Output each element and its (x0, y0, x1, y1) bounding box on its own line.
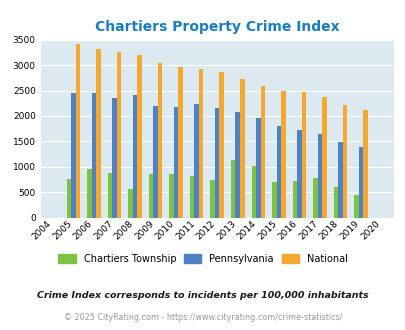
Bar (358, 147, 362, 218)
Bar (194, 104, 198, 218)
Bar (128, 189, 132, 218)
Bar (96, 49, 100, 218)
Bar (107, 173, 112, 218)
Bar (235, 112, 239, 218)
Bar (219, 72, 224, 218)
Bar (260, 86, 264, 218)
Text: © 2025 CityRating.com - https://www.cityrating.com/crime-statistics/: © 2025 CityRating.com - https://www.city… (64, 313, 341, 322)
Bar (132, 95, 137, 218)
Bar (271, 182, 276, 218)
Bar (301, 91, 305, 218)
Bar (230, 160, 235, 218)
Bar (66, 179, 71, 218)
Bar (92, 92, 96, 218)
Bar (353, 195, 358, 218)
Bar (71, 92, 75, 218)
Bar (321, 97, 326, 218)
Bar (210, 180, 214, 218)
Bar (87, 169, 92, 218)
Title: Chartiers Property Crime Index: Chartiers Property Crime Index (95, 20, 339, 34)
Bar (312, 178, 317, 218)
Bar (153, 106, 158, 218)
Bar (337, 142, 342, 218)
Bar (75, 44, 80, 218)
Bar (239, 79, 244, 218)
Bar (292, 181, 296, 218)
Bar (149, 174, 153, 218)
Bar (256, 118, 260, 218)
Bar (178, 67, 183, 218)
Bar (214, 108, 219, 218)
Bar (137, 55, 141, 218)
Bar (169, 174, 173, 218)
Bar (362, 110, 367, 218)
Bar (173, 107, 178, 218)
Bar (280, 90, 285, 218)
Bar (333, 187, 337, 218)
Bar (276, 126, 280, 218)
Bar (190, 176, 194, 218)
Bar (342, 105, 346, 218)
Legend: Chartiers Township, Pennsylvania, National: Chartiers Township, Pennsylvania, Nation… (54, 249, 351, 267)
Bar (317, 134, 321, 218)
Bar (296, 130, 301, 218)
Bar (117, 52, 121, 218)
Bar (198, 69, 203, 218)
Text: Crime Index corresponds to incidents per 100,000 inhabitants: Crime Index corresponds to incidents per… (37, 291, 368, 300)
Bar (158, 63, 162, 218)
Bar (251, 166, 256, 218)
Bar (112, 98, 117, 218)
